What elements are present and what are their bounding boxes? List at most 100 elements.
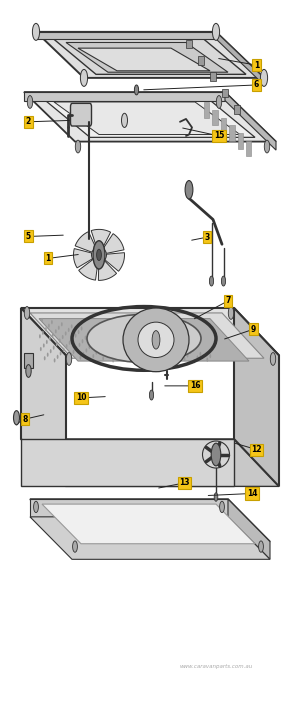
Circle shape	[52, 333, 54, 337]
Circle shape	[107, 336, 109, 341]
Ellipse shape	[138, 322, 174, 358]
Circle shape	[93, 241, 105, 269]
Circle shape	[41, 318, 43, 322]
Circle shape	[220, 501, 224, 513]
Circle shape	[46, 340, 48, 344]
Circle shape	[127, 341, 129, 345]
Circle shape	[128, 353, 130, 358]
Circle shape	[124, 344, 126, 348]
Polygon shape	[228, 499, 270, 559]
Circle shape	[102, 356, 104, 360]
Circle shape	[88, 332, 89, 336]
Polygon shape	[36, 32, 264, 78]
Circle shape	[66, 344, 68, 348]
Circle shape	[200, 352, 201, 356]
Text: 10: 10	[76, 394, 86, 402]
Circle shape	[221, 276, 226, 286]
Circle shape	[66, 353, 72, 365]
Circle shape	[167, 349, 169, 353]
Circle shape	[43, 343, 45, 348]
Circle shape	[68, 328, 70, 332]
Polygon shape	[221, 118, 226, 133]
Polygon shape	[74, 249, 93, 268]
Circle shape	[180, 348, 182, 352]
Polygon shape	[238, 133, 243, 149]
Polygon shape	[30, 499, 270, 542]
Circle shape	[53, 346, 55, 350]
Circle shape	[81, 326, 82, 331]
Circle shape	[94, 338, 96, 342]
Polygon shape	[24, 353, 33, 368]
Circle shape	[111, 346, 113, 350]
Circle shape	[151, 354, 153, 358]
Circle shape	[148, 358, 150, 362]
Circle shape	[206, 358, 208, 362]
Circle shape	[32, 23, 40, 40]
Circle shape	[170, 346, 172, 350]
Circle shape	[212, 23, 220, 40]
Circle shape	[161, 356, 163, 360]
Text: 3: 3	[204, 233, 210, 241]
Polygon shape	[30, 499, 228, 517]
Text: 5: 5	[26, 232, 31, 241]
Circle shape	[92, 341, 93, 346]
Circle shape	[49, 336, 51, 341]
Circle shape	[89, 358, 91, 362]
Circle shape	[51, 320, 53, 324]
Circle shape	[92, 354, 94, 358]
Polygon shape	[186, 40, 192, 48]
Circle shape	[71, 324, 73, 329]
Text: 13: 13	[179, 479, 190, 487]
Circle shape	[138, 355, 140, 360]
Text: 6: 6	[254, 81, 259, 89]
Circle shape	[259, 541, 263, 552]
Text: 9: 9	[251, 325, 256, 333]
Circle shape	[88, 345, 90, 349]
Circle shape	[196, 355, 198, 360]
Circle shape	[60, 351, 61, 355]
Circle shape	[54, 358, 56, 362]
Polygon shape	[51, 37, 246, 74]
Circle shape	[270, 353, 276, 365]
Circle shape	[80, 355, 81, 360]
Circle shape	[185, 181, 193, 199]
Circle shape	[134, 85, 139, 95]
Circle shape	[209, 276, 214, 286]
Text: 8: 8	[22, 415, 28, 423]
Circle shape	[100, 331, 102, 335]
Polygon shape	[234, 308, 279, 486]
Circle shape	[137, 343, 139, 347]
Polygon shape	[79, 259, 98, 280]
Circle shape	[150, 341, 152, 346]
Circle shape	[55, 329, 57, 333]
Polygon shape	[30, 517, 270, 559]
Circle shape	[14, 411, 20, 425]
Text: 7: 7	[225, 297, 231, 305]
Circle shape	[194, 359, 195, 363]
Circle shape	[130, 337, 132, 341]
Circle shape	[101, 343, 103, 348]
Circle shape	[108, 349, 110, 353]
Circle shape	[190, 350, 191, 354]
Circle shape	[61, 322, 63, 326]
Circle shape	[260, 69, 268, 86]
Polygon shape	[30, 313, 264, 358]
Polygon shape	[204, 102, 209, 118]
Circle shape	[82, 339, 83, 343]
Circle shape	[122, 113, 128, 127]
Circle shape	[211, 443, 221, 466]
Circle shape	[67, 357, 68, 361]
Circle shape	[45, 327, 47, 331]
Circle shape	[171, 358, 172, 362]
Circle shape	[104, 340, 106, 344]
Polygon shape	[222, 89, 228, 98]
Circle shape	[91, 329, 92, 333]
Circle shape	[184, 357, 185, 361]
Circle shape	[42, 331, 44, 335]
Circle shape	[214, 493, 218, 501]
Circle shape	[120, 335, 122, 339]
Polygon shape	[66, 42, 228, 72]
Circle shape	[140, 339, 142, 343]
Polygon shape	[98, 261, 117, 280]
Circle shape	[97, 249, 101, 261]
